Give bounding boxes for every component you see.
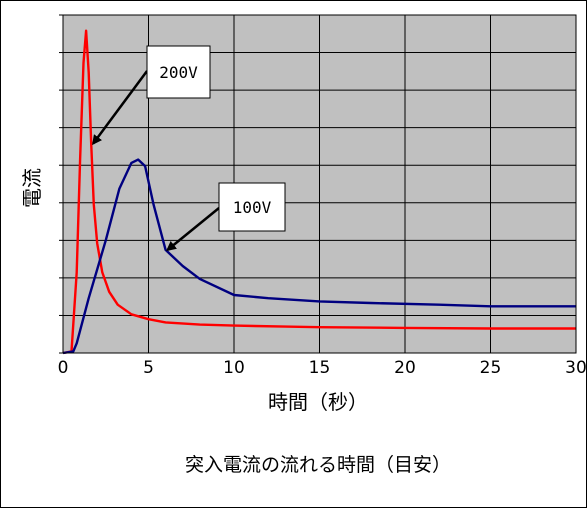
y-axis-title: 電流 [20, 168, 44, 208]
callout-arrow [166, 207, 220, 252]
x-axis-title: 時間（秒） [268, 390, 368, 414]
x-tick-label: 20 [394, 358, 416, 378]
x-tick-label: 30 [565, 358, 587, 378]
chart-caption: 突入電流の流れる時間（目安） [185, 454, 451, 476]
x-tick-label: 0 [58, 358, 69, 378]
gridlines [59, 14, 576, 354]
series-layer [62, 29, 576, 355]
callouts: 200V 100V [92, 45, 286, 252]
callout-arrow [92, 70, 149, 146]
series-line-200v [62, 29, 576, 355]
x-tick-labels: 0 5 10 15 20 25 30 [58, 358, 587, 378]
x-tick-label: 5 [143, 358, 154, 378]
callout-box [218, 182, 286, 232]
callout-label: 200V [159, 63, 198, 82]
x-tick-label: 25 [480, 358, 502, 378]
callout-box [146, 45, 211, 99]
x-tick-label: 10 [223, 358, 245, 378]
series-line-100v [62, 158, 576, 355]
x-tick-label: 15 [309, 358, 331, 378]
plot-border [62, 14, 577, 354]
callout-label: 100V [233, 198, 272, 217]
